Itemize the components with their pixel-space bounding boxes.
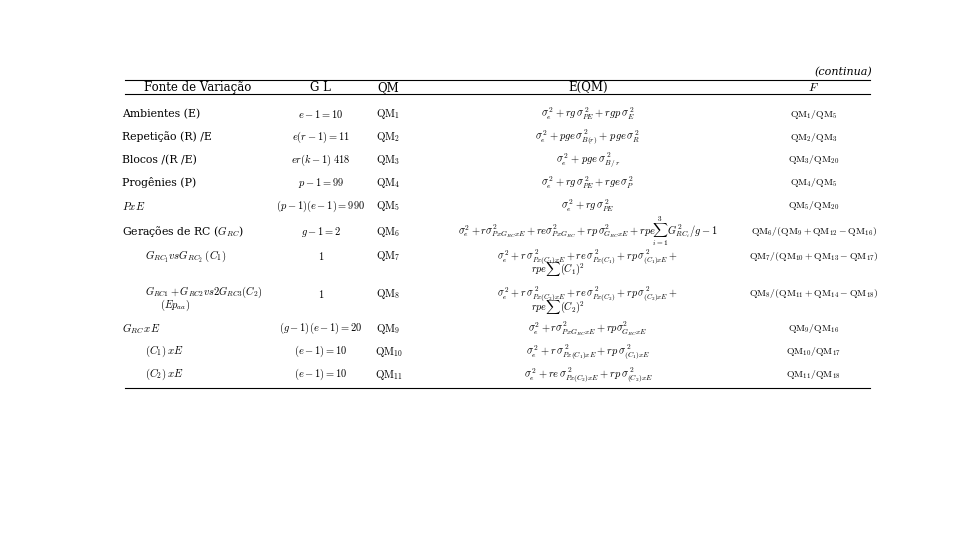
Text: $\sigma_e^2+r\sigma_{PxG_{RC}xE}^2+re\sigma_{PxG_{RC}}^2+rp\,\sigma_{G_{RC}xE}^2: $\sigma_e^2+r\sigma_{PxG_{RC}xE}^2+re\si… [458,215,718,248]
Text: $\mathrm{QM}_7/(\mathrm{QM}_{10}+\mathrm{QM}_{13}-\mathrm{QM}_{17})$: $\mathrm{QM}_7/(\mathrm{QM}_{10}+\mathrm… [749,250,879,263]
Text: $(C_2)\,xE$: $(C_2)\,xE$ [145,367,184,382]
Text: $\sigma_e^{\,2}+r\,\sigma_{Px(C_1)xE}^{\,2}+re\,\sigma_{Px(C_1)}^{\,2}+rp\,\sigm: $\sigma_e^{\,2}+r\,\sigma_{Px(C_1)xE}^{\… [497,247,679,265]
Text: $\sigma_e^{\,2}+pge\,\sigma_{B(r)}^{\,2}+\, pge\,\sigma_R^{\,2}$: $\sigma_e^{\,2}+pge\,\sigma_{B(r)}^{\,2}… [535,128,641,146]
Text: $\mathrm{QM}_1$: $\mathrm{QM}_1$ [377,107,401,121]
Text: $\sigma_e^2+r\sigma_{PxG_{RC}xE}^2+rp\sigma_{G_{RC}xE}^2$: $\sigma_e^2+r\sigma_{PxG_{RC}xE}^2+rp\si… [528,319,648,338]
Text: $\sigma_e^{\,2}+rg\,\sigma_{PE}^{\,2}+ rgp\,\sigma_E^{\,2}$: $\sigma_e^{\,2}+rg\,\sigma_{PE}^{\,2}+ r… [541,106,635,122]
Text: $(p-1)(e-1)=990$: $(p-1)(e-1)=990$ [277,198,365,214]
Text: $1$: $1$ [318,288,324,300]
Text: $er(k-1)\;418$: $er(k-1)\;418$ [291,152,351,168]
Text: $\mathrm{QM}_6/(\mathrm{QM}_9+\mathrm{QM}_{12}-\mathrm{QM}_{16})$: $\mathrm{QM}_6/(\mathrm{QM}_9+\mathrm{QM… [751,225,877,238]
Text: $\mathrm{QM}_2$: $\mathrm{QM}_2$ [377,130,401,144]
Text: $\mathrm{QM}_{10}$: $\mathrm{QM}_{10}$ [375,345,403,359]
Text: $\mathrm{QM}_1/\mathrm{QM}_5$: $\mathrm{QM}_1/\mathrm{QM}_5$ [789,108,838,120]
Text: $\mathrm{QM}_{10}/\mathrm{QM}_{17}$: $\mathrm{QM}_{10}/\mathrm{QM}_{17}$ [787,345,841,358]
Text: $\mathrm{QM}_5/\mathrm{QM}_{20}$: $\mathrm{QM}_5/\mathrm{QM}_{20}$ [788,199,839,213]
Text: (continua): (continua) [815,67,872,78]
Text: Ambientes (E): Ambientes (E) [122,109,200,119]
Text: $\mathrm{QM}_6$: $\mathrm{QM}_6$ [377,225,401,239]
Text: Fonte de Variação: Fonte de Variação [144,80,251,94]
Text: Repetição (R) /E: Repetição (R) /E [122,132,212,142]
Text: $e-1=10$: $e-1=10$ [298,108,344,120]
Text: $G_{RC}\,xE$: $G_{RC}\,xE$ [122,321,160,336]
Text: $p-1=99$: $p-1=99$ [298,176,344,190]
Text: $g-1=2$: $g-1=2$ [301,225,341,239]
Text: $(e-1)=10$: $(e-1)=10$ [294,344,348,359]
Text: $e(r-1)=11$: $e(r-1)=11$ [292,130,350,144]
Text: $(C_1)\,xE$: $(C_1)\,xE$ [145,344,184,359]
Text: $(g-1)(e-1)=20$: $(g-1)(e-1)=20$ [279,321,362,336]
Text: Blocos /(R /E): Blocos /(R /E) [122,155,197,165]
Text: $\mathrm{QM}_8/(\mathrm{QM}_{11}+\mathrm{QM}_{14}-\mathrm{QM}_{18})$: $\mathrm{QM}_8/(\mathrm{QM}_{11}+\mathrm… [749,287,879,300]
Text: $\sigma_e^{\,2}+\, pge\,\sigma_{B\,/\,r}^{\,2}$: $\sigma_e^{\,2}+\, pge\,\sigma_{B\,/\,r}… [555,150,620,169]
Text: $F$: $F$ [808,80,820,94]
Text: $\mathrm{QM}_{11}/\mathrm{QM}_{18}$: $\mathrm{QM}_{11}/\mathrm{QM}_{18}$ [787,368,841,381]
Text: $\mathrm{QM}_3$: $\mathrm{QM}_3$ [377,153,401,167]
Text: $(Ep_{aa})$: $(Ep_{aa})$ [160,297,190,313]
Text: G L: G L [311,80,331,94]
Text: $\mathrm{QM}_3/\mathrm{QM}_{20}$: $\mathrm{QM}_3/\mathrm{QM}_{20}$ [788,154,839,166]
Text: $PxE$: $PxE$ [122,200,146,212]
Text: E(QM): E(QM) [568,80,608,94]
Text: $G_{RC_1}vsG_{RC_2}\;(C_1)$: $G_{RC_1}vsG_{RC_2}\;(C_1)$ [145,249,226,264]
Text: $(e-1)=10$: $(e-1)=10$ [294,367,348,382]
Text: $1$: $1$ [318,251,324,262]
Text: $\mathrm{QM}_8$: $\mathrm{QM}_8$ [377,287,401,301]
Text: $\mathrm{QM}_2/\mathrm{QM}_3$: $\mathrm{QM}_2/\mathrm{QM}_3$ [789,131,838,143]
Text: $rpe\sum(C_1)^2$: $rpe\sum(C_1)^2$ [531,261,585,278]
Text: $\mathrm{QM}_4/\mathrm{QM}_5$: $\mathrm{QM}_4/\mathrm{QM}_5$ [789,176,838,189]
Text: $rpe\sum(C_2)^2$: $rpe\sum(C_2)^2$ [531,298,585,316]
Text: $\mathrm{QM}_9/\mathrm{QM}_{16}$: $\mathrm{QM}_9/\mathrm{QM}_{16}$ [788,322,839,335]
Text: $G_{RC1}+G_{RC2}vs2G_{RC3}(C_2)$: $G_{RC1}+G_{RC2}vs2G_{RC3}(C_2)$ [145,285,262,300]
Text: $\mathrm{QM}_{11}$: $\mathrm{QM}_{11}$ [375,368,402,382]
Text: $\sigma_e^{\,2}+rg\,\sigma_{PE}^{\,2}+rge\,\sigma_P^{\,2}$: $\sigma_e^{\,2}+rg\,\sigma_{PE}^{\,2}+rg… [542,175,634,191]
Text: $\mathrm{QM}_4$: $\mathrm{QM}_4$ [377,176,401,190]
Text: $\sigma_e^{\,2}+r\,\sigma_{Px(C_1)xE}^{\,2}+rp\,\sigma_{(C_1)xE}^{\,2}$: $\sigma_e^{\,2}+r\,\sigma_{Px(C_1)xE}^{\… [526,343,650,361]
Text: QM: QM [378,80,399,94]
Text: $\mathrm{QM}_7$: $\mathrm{QM}_7$ [377,249,401,263]
Text: $\mathrm{QM}_9$: $\mathrm{QM}_9$ [377,322,401,336]
Text: Progênies (P): Progênies (P) [122,177,196,189]
Text: $\sigma_e^{\,2}+rg\,\sigma_{PE}^{\,2}$: $\sigma_e^{\,2}+rg\,\sigma_{PE}^{\,2}$ [561,198,615,214]
Text: $\sigma_e^{\,2}+r\,\sigma_{Px(C_2)xE}^{\,2}+re\,\sigma_{Px(C_2)}^{\,2}+rp\,\sigm: $\sigma_e^{\,2}+r\,\sigma_{Px(C_2)xE}^{\… [497,285,679,303]
Text: Gerações de RC ($G_{RC}$): Gerações de RC ($G_{RC}$) [122,224,244,239]
Text: $\mathrm{QM}_5$: $\mathrm{QM}_5$ [377,199,401,213]
Text: $\sigma_e^{\,2}+re\,\sigma_{Px(C_2)xE}^{\,2}+rp\,\sigma_{(C_2)xE}^{\,2}$: $\sigma_e^{\,2}+re\,\sigma_{Px(C_2)xE}^{… [523,366,653,384]
